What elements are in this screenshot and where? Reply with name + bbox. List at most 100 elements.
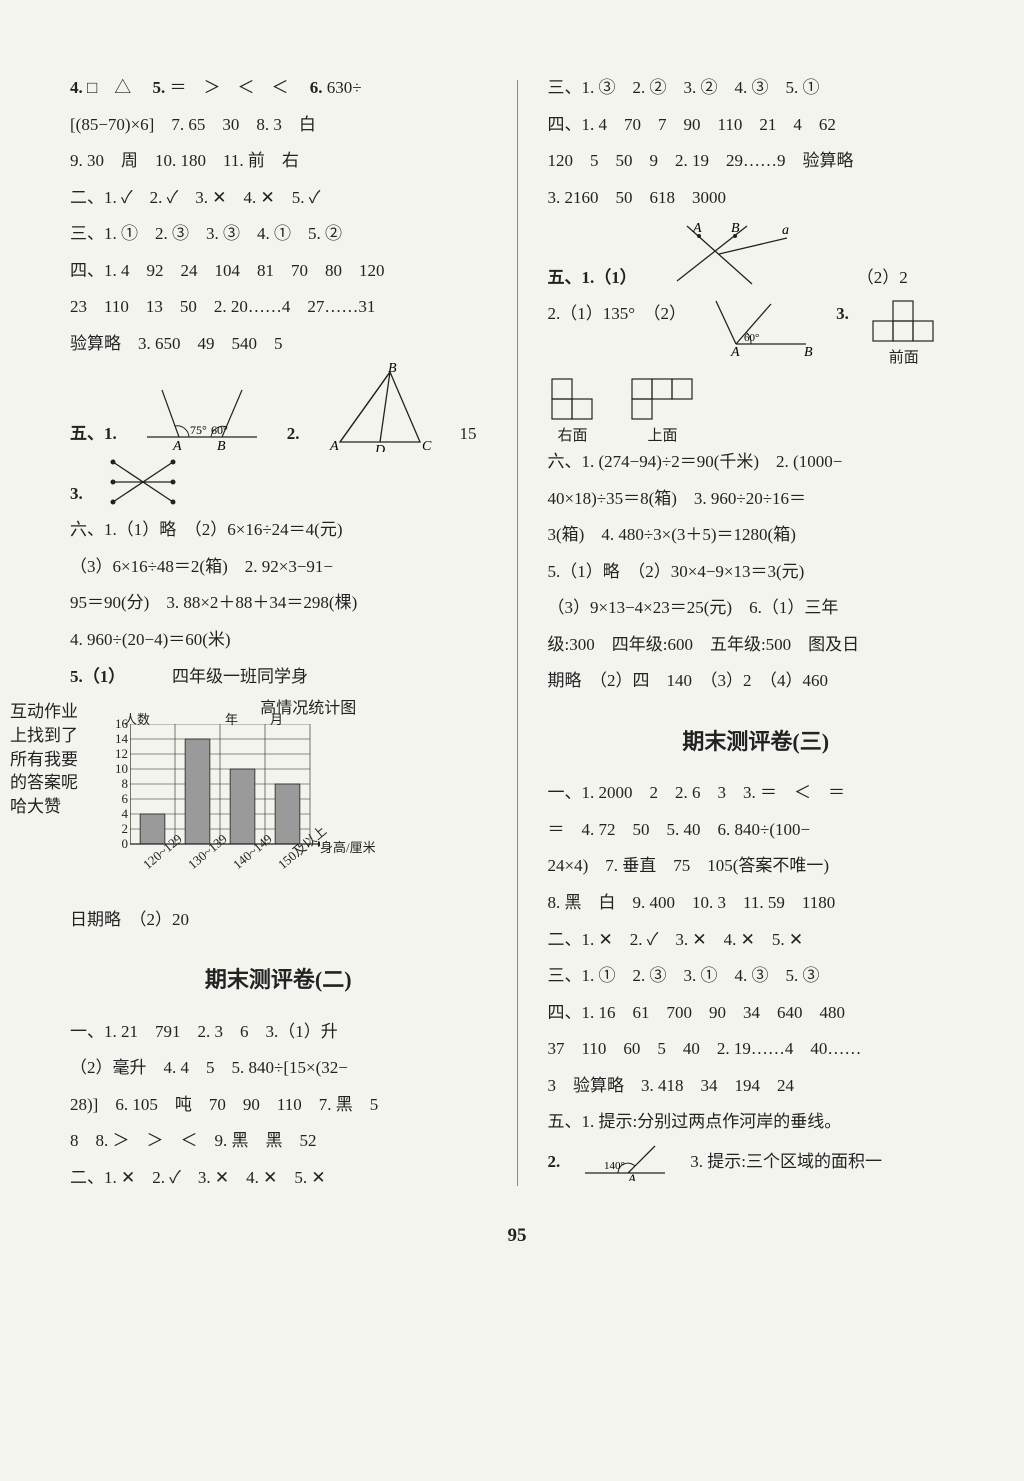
text-line: 期略 （2）四 140 （3）2 （4）460 xyxy=(548,663,965,700)
answer: 630÷ xyxy=(327,78,362,97)
point-label: A xyxy=(627,1171,636,1181)
angle-figure: 140° A xyxy=(580,1141,670,1181)
text-line: （3）9×13−4×23＝25(元) 6.（1）三年 xyxy=(548,590,965,627)
item-num: 5. xyxy=(153,78,166,97)
text-line: 28)] 6. 105 吨 70 90 110 7. 黑 5 xyxy=(70,1087,487,1124)
text-line: ＝ 4. 72 50 5. 40 6. 840÷(100− xyxy=(548,812,965,849)
angle-label: 60° xyxy=(211,423,228,437)
text-line: [(85−70)×6] 7. 65 30 8. 3 白 xyxy=(70,107,487,144)
point-label: C xyxy=(422,439,432,452)
page: 互动作业上找到了所有我要的答案呢哈大赞 4. □ △ 5. ＝ ＞ ＜ ＜ 6.… xyxy=(0,0,1024,1481)
text-line: 级:300 四年级:600 五年级:500 图及日 xyxy=(548,627,965,664)
text-line: 4. 960÷(20−4)＝60(米) xyxy=(70,622,487,659)
bar-chart-svg xyxy=(130,724,320,854)
cube-view-right: 右面 xyxy=(548,374,598,444)
chart-title: 高情况统计图 xyxy=(130,699,487,720)
point-label: D xyxy=(374,443,385,452)
item-num: 3. xyxy=(70,476,83,513)
text-line: 120 5 50 9 2. 19 29……9 验算略 xyxy=(548,143,965,180)
text-line: 四、1. 4 92 24 104 81 70 80 120 xyxy=(70,253,487,290)
text-line: （3）6×16÷48＝2(箱) 2. 92×3−91− xyxy=(70,549,487,586)
figure-row: 3. xyxy=(70,452,487,512)
text-line: 五、1. 提示:分别过两点作河岸的垂线。 xyxy=(548,1104,965,1141)
answer: （2）2 xyxy=(857,260,908,297)
header-label: 月 xyxy=(270,706,283,734)
point-label: B xyxy=(804,345,813,356)
item-num: 6. xyxy=(310,78,323,97)
point-label: A xyxy=(172,439,182,452)
figure-row: 右面 上面 xyxy=(548,374,965,444)
header-label: 年 xyxy=(225,706,238,734)
grid-figure xyxy=(548,374,598,429)
text-line: 六、1. (274−94)÷2＝90(千米) 2. (1000− xyxy=(548,444,965,481)
text-line: 一、1. 21 791 2. 3 6 3.（1）升 xyxy=(70,1014,487,1051)
page-number: 95 xyxy=(70,1216,964,1257)
figure-row: 五、1.（1） A B a （2）2 xyxy=(548,216,965,296)
text-line: 8 8. ＞ ＞ ＜ 9. 黑 黑 52 xyxy=(70,1123,487,1160)
figure-row: 2.（1）135° （2） 60° A B 3. xyxy=(548,296,965,366)
text-line: 9. 30 周 10. 180 11. 前 右 xyxy=(70,143,487,180)
item-text: 3. 提示:三个区域的面积一 xyxy=(690,1144,882,1181)
y-tick-label: 0 xyxy=(122,830,129,858)
angle-label: 140° xyxy=(604,1160,625,1172)
angle-figure: 60° A B xyxy=(706,296,816,356)
text-line: 日期略 （2）20 xyxy=(70,902,487,939)
text-line: 40×18)÷35＝8(箱) 3. 960÷20÷16＝ xyxy=(548,481,965,518)
text-line: 37 110 60 5 40 2. 19……4 40…… xyxy=(548,1031,965,1068)
item-num: 五、1. xyxy=(70,416,117,453)
item-text: 2.（1）135° （2） xyxy=(548,296,687,333)
text-line: 二、1. ✕ 2. ✓ 3. ✕ 4. ✕ 5. ✕ xyxy=(548,922,965,959)
point-label: B xyxy=(217,439,226,452)
column-divider xyxy=(517,80,518,1186)
view-label: 上面 xyxy=(628,429,698,444)
text-line: 5.（1）略 （2）30×4−9×13＝3(元) xyxy=(548,554,965,591)
text-line: 3 验算略 3. 418 34 194 24 xyxy=(548,1068,965,1105)
grid-figure xyxy=(628,374,698,429)
answer: ＝ ＞ ＜ ＜ xyxy=(170,78,289,97)
view-label: 右面 xyxy=(548,429,598,444)
figure-row: 2. 140° A 3. 提示:三个区域的面积一 xyxy=(548,1141,965,1181)
handwritten-annotation: 互动作业上找到了所有我要的答案呢哈大赞 xyxy=(10,700,90,819)
line-figure: A B a xyxy=(657,216,797,296)
figure-row: 五、1. 75° 60° A B 2. A xyxy=(70,362,487,452)
text-line: 3(箱) 4. 480÷3×(3＋5)＝1280(箱) xyxy=(548,517,965,554)
section-heading: 期末测评卷(二) xyxy=(70,956,487,1003)
text-line: 三、1. ① 2. ③ 3. ① 4. ③ 5. ③ xyxy=(548,958,965,995)
point-label: A xyxy=(329,439,339,452)
angle-figure-1: 75° 60° A B xyxy=(137,382,267,452)
text-line: 24×4) 7. 垂直 75 105(答案不唯一) xyxy=(548,848,965,885)
point-label: B xyxy=(388,362,397,376)
text-line: 三、1. ① 2. ③ 3. ③ 4. ① 5. ② xyxy=(70,216,487,253)
cube-view-front: 前面 xyxy=(869,296,939,366)
text-line: 3. 2160 50 618 3000 xyxy=(548,180,965,217)
line-label: a xyxy=(782,223,789,238)
item-num: 4. xyxy=(70,78,83,97)
point-label: A xyxy=(692,221,702,236)
item-num: 2. xyxy=(287,416,300,453)
point-label: A xyxy=(730,345,740,356)
answer: 15 xyxy=(460,416,477,453)
angle-label: 75° xyxy=(190,423,207,437)
text-line: 4. □ △ 5. ＝ ＞ ＜ ＜ 6. 630÷ xyxy=(70,70,487,107)
triangle-figure: A B C D xyxy=(320,362,440,452)
bar-chart: 高情况统计图 人数 年 月 身高/厘米 1614121086420 120~12… xyxy=(130,699,487,854)
text-line: （2）毫升 4. 4 5 5. 840÷[15×(32− xyxy=(70,1050,487,1087)
text-line: 一、1. 2000 2 2. 6 3 3. ＝ ＜ ＝ xyxy=(548,775,965,812)
grid-figure xyxy=(869,296,939,351)
right-column: 三、1. ③ 2. ② 3. ② 4. ③ 5. ① 四、1. 4 70 7 9… xyxy=(548,70,965,1196)
item-num: 2. xyxy=(548,1144,561,1181)
text-line: 验算略 3. 650 49 540 5 xyxy=(70,326,487,363)
text-line: 8. 黑 白 9. 400 10. 3 11. 59 1180 xyxy=(548,885,965,922)
view-label: 前面 xyxy=(869,351,939,366)
cube-view-top: 上面 xyxy=(628,374,698,444)
text-line: 六、1.（1）略 （2）6×16÷24＝4(元) xyxy=(70,512,487,549)
text-line: 95＝90(分) 3. 88×2＋88＋34＝298(棵) xyxy=(70,585,487,622)
text-line: 二、1. ✕ 2. ✓ 3. ✕ 4. ✕ 5. ✕ xyxy=(70,1160,487,1197)
left-column: 4. □ △ 5. ＝ ＞ ＜ ＜ 6. 630÷ [(85−70)×6] 7.… xyxy=(70,70,487,1196)
columns: 4. □ △ 5. ＝ ＞ ＜ ＜ 6. 630÷ [(85−70)×6] 7.… xyxy=(70,70,964,1196)
text-line: 23 110 13 50 2. 20……4 27……31 xyxy=(70,289,487,326)
point-label: B xyxy=(731,221,740,236)
section-heading: 期末测评卷(三) xyxy=(548,718,965,765)
item-num: 5.（1） xyxy=(70,667,117,686)
star-figure xyxy=(103,452,183,512)
